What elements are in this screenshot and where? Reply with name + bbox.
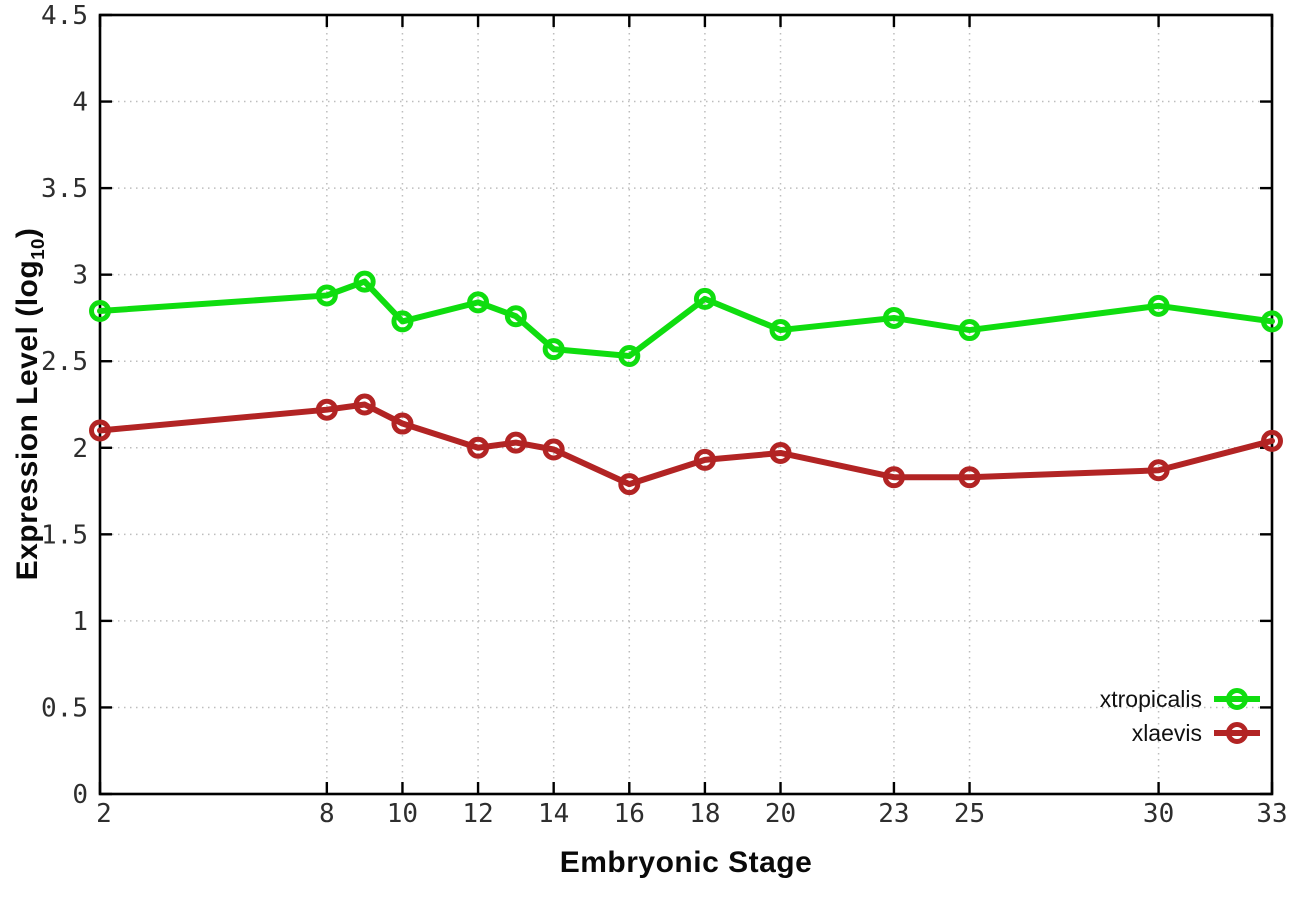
data-point-marker-xlaevis — [958, 466, 981, 489]
x-tick-label: 14 — [538, 799, 569, 829]
y-tick-label: 2 — [72, 434, 88, 464]
data-point-marker-xtropicalis — [542, 338, 565, 361]
y-axis-title: Expression Level (log10) — [11, 228, 49, 581]
legend: xtropicalis xlaevis — [1100, 684, 1260, 748]
data-point-marker-xtropicalis — [391, 310, 414, 333]
y-axis-title-close: ) — [11, 227, 44, 239]
series-line-xtropicalis — [97, 278, 1275, 360]
data-point-marker-xlaevis — [89, 419, 111, 442]
data-point-marker-xtropicalis — [882, 306, 905, 329]
x-tick-label: 16 — [614, 799, 645, 829]
y-tick-label: 0.5 — [41, 693, 88, 723]
x-tick-label: 33 — [1256, 799, 1287, 829]
data-point-marker-xlaevis — [504, 431, 527, 454]
data-point-marker-xtropicalis — [315, 284, 338, 307]
data-point-marker-xlaevis — [315, 398, 338, 421]
data-point-marker-xlaevis — [693, 448, 716, 471]
y-tick-label: 3.5 — [41, 174, 88, 204]
data-point-marker-xtropicalis — [89, 300, 111, 323]
x-tick-label: 12 — [462, 799, 493, 829]
x-tick-label: 23 — [878, 799, 909, 829]
data-point-marker-xtropicalis — [1147, 294, 1170, 317]
legend-label-xlaevis: xlaevis — [1131, 719, 1202, 746]
y-tick-label: 2.5 — [41, 347, 88, 377]
data-point-marker-xlaevis — [769, 441, 792, 464]
x-tick-label: 18 — [689, 799, 720, 829]
y-tick-label: 4.5 — [41, 1, 88, 31]
legend-entry-xlaevis: xlaevis — [1100, 718, 1260, 748]
data-point-marker-xtropicalis — [769, 319, 792, 342]
series-line-xlaevis — [97, 401, 1275, 488]
open-circle-marker-icon — [1226, 722, 1248, 744]
x-tick-label: 2 — [96, 799, 112, 829]
legend-entry-xtropicalis: xtropicalis — [1100, 684, 1260, 714]
data-point-marker-xtropicalis — [693, 287, 716, 310]
data-point-marker-xtropicalis — [353, 270, 376, 293]
data-point-marker-xlaevis — [391, 412, 414, 435]
data-point-marker-xlaevis — [1261, 429, 1283, 452]
y-tick-label: 3 — [72, 261, 88, 291]
x-tick-label: 30 — [1143, 799, 1174, 829]
x-tick-label: 8 — [319, 799, 335, 829]
data-point-marker-xlaevis — [882, 466, 905, 489]
x-tick-label: 10 — [387, 799, 418, 829]
x-tick-label: 20 — [765, 799, 796, 829]
plot-border — [98, 13, 1274, 796]
data-point-marker-xtropicalis — [618, 345, 641, 368]
y-axis-title-text: Expression Level (log — [11, 259, 44, 581]
y-tick-label: 1.5 — [41, 520, 88, 550]
data-point-marker-xlaevis — [353, 393, 376, 416]
open-circle-marker-icon — [1226, 688, 1248, 710]
y-axis-title-subscript: 10 — [27, 238, 48, 260]
data-point-marker-xlaevis — [1147, 459, 1170, 482]
data-point-marker-xlaevis — [542, 438, 565, 461]
y-tick-label: 1 — [72, 607, 88, 637]
legend-label-xtropicalis: xtropicalis — [1099, 685, 1202, 712]
y-tick-label: 4 — [72, 88, 88, 118]
data-point-marker-xtropicalis — [504, 305, 527, 328]
data-point-marker-xtropicalis — [958, 319, 981, 342]
legend-sample-xtropicalis — [1214, 687, 1260, 711]
data-point-marker-xlaevis — [467, 436, 490, 459]
data-point-marker-xlaevis — [618, 473, 641, 496]
y-tick-label: 0 — [72, 780, 88, 810]
legend-sample-xlaevis — [1214, 721, 1260, 745]
x-axis-title: Embryonic Stage — [559, 846, 813, 879]
data-point-marker-xtropicalis — [467, 291, 490, 314]
x-tick-label: 25 — [954, 799, 985, 829]
data-point-marker-xtropicalis — [1261, 310, 1283, 333]
